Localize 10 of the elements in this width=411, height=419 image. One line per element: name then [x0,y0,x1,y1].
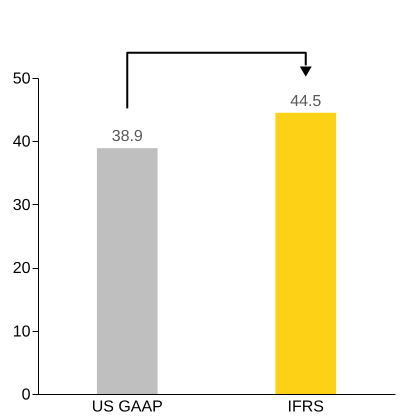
x-tick-label: US GAAP [92,398,163,416]
y-tick-label: 20 [12,260,31,278]
y-tick-label: 50 [12,70,31,88]
y-tick-label: 0 [22,386,31,404]
y-tick-label: 10 [12,323,31,340]
y-tick-label: 40 [12,134,31,151]
data-label: 38.9 [112,128,143,146]
x-tick-label: IFRS [288,398,324,416]
data-label: 44.5 [290,92,322,110]
y-tick-label: 30 [12,196,31,214]
